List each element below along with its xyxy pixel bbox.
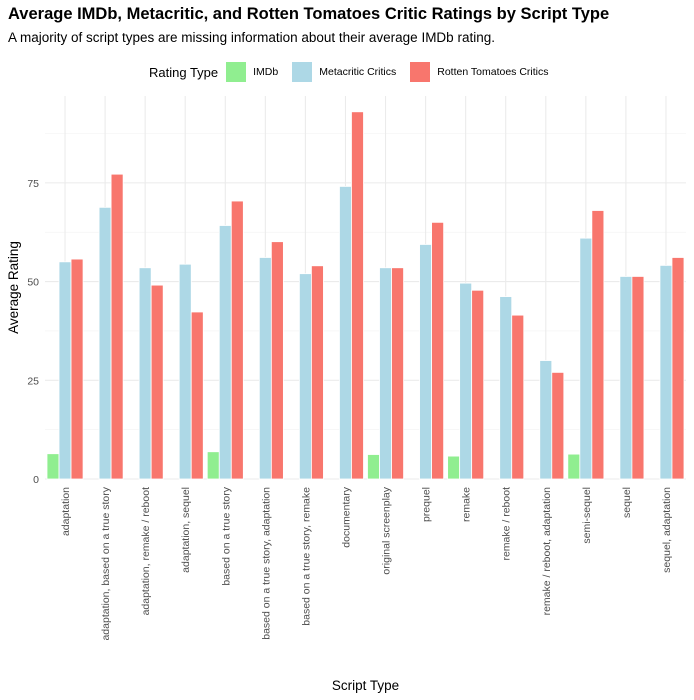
bar	[258, 257, 272, 480]
bar	[619, 276, 633, 480]
bar	[391, 267, 404, 480]
y-tick-label: 25	[27, 375, 39, 387]
x-tick-label: remake / reboot, adaptation	[541, 487, 553, 616]
x-tick-label: based on a true story	[220, 486, 232, 585]
y-tick-label: 50	[27, 277, 39, 289]
bar	[298, 273, 312, 480]
x-tick-label: semi-sequel	[581, 487, 593, 544]
legend-label: IMDb	[253, 66, 279, 78]
x-tick-label: based on a true story, remake	[300, 487, 312, 626]
x-tick-label: remake / reboot	[501, 487, 513, 561]
legend-key	[226, 62, 247, 82]
y-tick-label: 0	[33, 474, 39, 486]
bar	[206, 451, 220, 480]
bar	[58, 261, 72, 480]
x-tick-label: sequel	[621, 487, 633, 518]
bar	[459, 282, 473, 480]
x-tick-label: documentary	[340, 486, 352, 547]
x-tick-label: adaptation, remake / reboot	[140, 487, 152, 615]
bar	[511, 314, 525, 480]
bar	[431, 221, 445, 480]
legend-title: Rating Type	[149, 64, 219, 80]
bar	[270, 241, 284, 480]
legend-item: IMDb	[226, 62, 278, 82]
bar	[367, 454, 380, 480]
bar	[70, 258, 84, 480]
bar	[499, 296, 513, 480]
bar	[471, 289, 485, 480]
bar	[311, 265, 324, 480]
bar	[379, 267, 392, 480]
legend-item: Metacritic Critics	[292, 62, 396, 82]
bar	[579, 237, 593, 480]
x-tick-label: original screenplay	[381, 486, 393, 574]
bar	[98, 206, 112, 480]
x-tick-label: prequel	[421, 487, 433, 522]
bar	[339, 186, 352, 480]
x-tick-label: adaptation	[60, 487, 72, 536]
bar	[351, 111, 364, 480]
bar	[671, 257, 685, 480]
x-tick-label: adaptation, based on a true story	[100, 486, 112, 640]
bar	[150, 284, 164, 480]
legend: Rating Type IMDb Metacritic Critics Rotten…	[0, 59, 694, 85]
bar	[567, 453, 581, 480]
bar	[178, 263, 192, 480]
bar	[190, 311, 204, 480]
x-tick-label: adaptation, sequel	[180, 487, 192, 573]
bar	[591, 210, 605, 480]
bar	[138, 267, 152, 480]
y-tick-label: 75	[27, 178, 39, 190]
bar	[218, 225, 232, 480]
bar	[46, 453, 60, 480]
legend-key	[292, 62, 313, 82]
legend-item: Rotten Tomatoes Critics	[410, 62, 549, 82]
legend-label: Rotten Tomatoes Critics	[437, 66, 549, 78]
legend-key	[410, 62, 431, 82]
chart-title: Average IMDb, Metacritic, and Rotten Tom…	[8, 5, 610, 23]
legend-label: Metacritic Critics	[319, 66, 397, 78]
bar	[659, 264, 673, 480]
bar	[230, 200, 244, 480]
bar	[551, 371, 565, 480]
y-axis-title: Average Rating	[6, 241, 21, 334]
bar	[447, 455, 461, 480]
bar	[631, 276, 645, 480]
bar	[539, 360, 553, 480]
chart-subtitle: A majority of script types are missing i…	[8, 30, 495, 45]
bar	[110, 173, 124, 480]
x-tick-label: based on a true story, adaptation	[260, 487, 272, 640]
bar	[419, 244, 433, 480]
x-tick-label: remake	[461, 487, 473, 522]
x-axis-title: Script Type	[332, 678, 399, 693]
x-tick-label: sequel, adaptation	[661, 487, 673, 573]
